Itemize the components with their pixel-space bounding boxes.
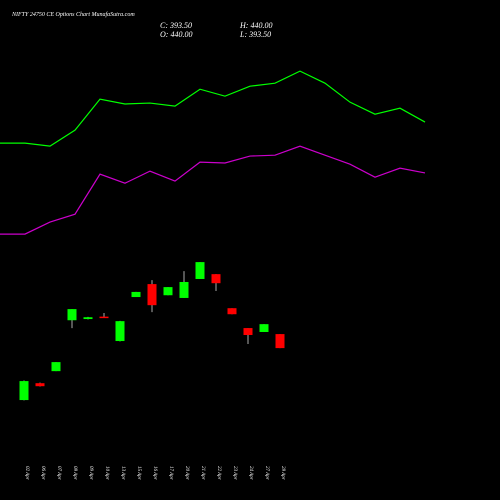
candle-body (211, 274, 221, 284)
candle-body (259, 324, 269, 332)
candle-body (163, 287, 173, 296)
x-tick-label: 22 Apr (216, 466, 221, 480)
candle-body (147, 284, 157, 306)
x-tick-label: 21 Apr (200, 466, 205, 480)
candle-body (179, 281, 189, 298)
open-label: O: 440.00 (160, 30, 192, 39)
x-tick-label: 23 Apr (232, 466, 237, 480)
candle-body (227, 308, 237, 315)
candle-body (131, 291, 141, 298)
candle-body (19, 381, 29, 401)
x-tick-label: 20 Apr (184, 466, 189, 480)
candle-body (195, 262, 205, 279)
x-tick-label: 13 Apr (120, 466, 125, 480)
chart-title: NIFTY 24750 CE Options Chart MunafaSutra… (11, 11, 135, 18)
x-tick-label: 16 Apr (152, 466, 157, 480)
x-tick-label: 27 Apr (264, 466, 269, 480)
candle-body (275, 334, 285, 349)
close-label: C: 393.50 (160, 21, 192, 30)
x-tick-label: 07 Apr (56, 466, 61, 480)
candle-body (243, 328, 253, 335)
high-label: H: 440.00 (239, 21, 272, 30)
x-tick-label: 02 Apr (24, 466, 29, 480)
candle-body (35, 383, 45, 387)
x-tick-label: 24 Apr (248, 466, 253, 480)
candle-body (51, 362, 61, 372)
candle-body (67, 309, 77, 321)
candle-body (115, 321, 125, 342)
x-tick-label: 10 Apr (104, 466, 109, 480)
x-tick-label: 06 Apr (40, 466, 45, 480)
x-tick-label: 15 Apr (136, 466, 141, 480)
x-tick-label: 17 Apr (168, 466, 173, 480)
x-tick-label: 28 Apr (280, 466, 285, 480)
candle-body (83, 317, 93, 320)
x-tick-label: 09 Apr (88, 466, 93, 480)
low-label: L: 393.50 (239, 30, 271, 39)
indicator-line (0, 145, 426, 235)
candle-body (99, 316, 109, 319)
x-tick-label: 08 Apr (72, 466, 77, 480)
indicator-line (0, 70, 426, 147)
